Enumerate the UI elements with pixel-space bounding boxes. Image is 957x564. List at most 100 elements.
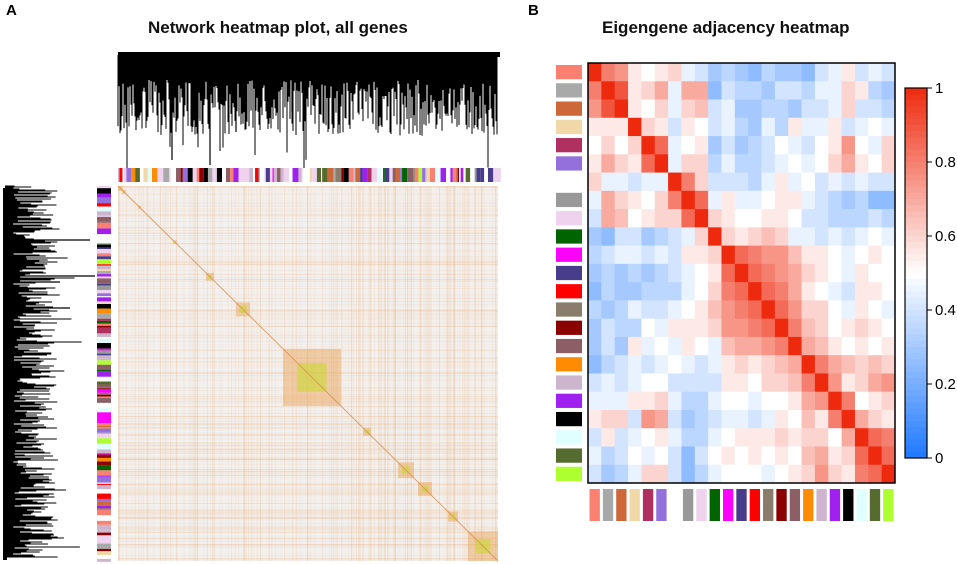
heatmap-streak (140, 186, 141, 561)
heatmap-streak (118, 525, 498, 527)
top-bar-segment (480, 168, 485, 182)
eigengene-cell-sienna3-lightcyan (854, 99, 869, 119)
eigengene-cell-darkslateblue-salmon (588, 263, 602, 283)
eigengene-cell-grey60-white (668, 190, 682, 210)
eigengene-cell-darkslateblue-magenta (721, 263, 736, 283)
heatmap-streak (118, 207, 498, 209)
eigengene-cell-red-darkgreen (708, 282, 722, 301)
heatmap-streak (363, 186, 365, 561)
heatmap-streak (405, 186, 406, 561)
heatmap-streak (475, 186, 476, 561)
heatmap-streak (234, 186, 236, 561)
heatmap-streak (411, 186, 412, 561)
eigengene-cell-red-darkslateblue (734, 282, 749, 301)
eigengene-cell-thistle2-darkgreen (708, 209, 722, 228)
heatmap-streak (118, 544, 498, 546)
heatmap-streak (118, 546, 498, 548)
eigengene-cell-darkolivegreen-thistle2 (694, 446, 709, 466)
eigengene-cell-salmon-darkslateblue (734, 63, 749, 82)
heatmap-streak (118, 264, 498, 265)
panel-a-title: Network heatmap plot, all genes (148, 18, 408, 37)
heatmap-streak (164, 186, 166, 561)
eigengene-cell-darkgrey-magenta (721, 81, 736, 100)
heatmap-streak (118, 555, 498, 557)
eigengene-cell-mediumpurple3-white (668, 154, 682, 173)
heatmap-streak (195, 186, 196, 561)
colorbar-step (905, 316, 927, 323)
panel-b-title: Eigengene adjacency heatmap (602, 18, 850, 37)
heatmap-streak (118, 186, 120, 561)
eigengene-cell-thistle3-purple (828, 373, 843, 393)
heatmap-streak (118, 396, 498, 397)
eigengene-cell-darkslateblue-darkred (774, 263, 789, 283)
heatmap-streak (118, 510, 498, 512)
heatmap-streak (424, 186, 426, 561)
eigengene-cell-white-magenta (721, 172, 736, 192)
heatmap-streak (449, 186, 450, 561)
eigengene-cell-plum4-darkslateblue (734, 336, 749, 356)
left-module-color-bar (97, 186, 111, 562)
top-bar-segment (143, 168, 148, 182)
heatmap-streak (480, 186, 482, 561)
heatmap-streak (238, 186, 239, 561)
eigengene-cell-mediumpurple3-darkorange (801, 154, 816, 173)
heatmap-streak (284, 186, 286, 561)
eigengene-cell-white-thistle3 (814, 172, 829, 192)
heatmap-streak (118, 216, 498, 217)
heatmap-streak (118, 260, 498, 261)
eigengene-cell-lightpink4-darkolivegreen (868, 300, 883, 320)
top-bar-segment (348, 168, 354, 182)
top-bar-segment (360, 168, 363, 182)
heatmap-streak (118, 433, 498, 434)
eigengene-cell-maroon-red (748, 136, 762, 155)
heatmap-streak (118, 264, 498, 265)
eigengene-cell-grey60-mediumpurple3 (654, 190, 669, 210)
colorbar-step (905, 106, 927, 114)
eigengene-cell-darkorange-white (668, 355, 682, 374)
heatmap-streak (118, 349, 498, 351)
heatmap-streak (272, 186, 273, 561)
eigengene-cell-purple-greenyellow (881, 391, 896, 411)
top-bar-segment (170, 168, 177, 182)
heatmap-streak (474, 186, 476, 561)
eigengene-cell-wheat-thistle2 (694, 117, 709, 137)
left-swatch-lightcyan (556, 430, 582, 445)
heatmap-streak (118, 417, 498, 418)
eigengene-cell-grey60-black (841, 190, 856, 210)
colorbar-step (905, 445, 927, 453)
left-bar-segment (97, 285, 111, 291)
colorbar-step (905, 451, 927, 459)
eigengene-cell-darkgrey-plum4 (788, 81, 802, 100)
eigengene-cell-darkgreen-darkslateblue (734, 227, 749, 247)
colorbar-step (905, 223, 927, 231)
heatmap-streak (351, 186, 352, 561)
top-bar-segment (413, 168, 415, 182)
heatmap-diagonal (117, 185, 499, 562)
heatmap-streak (345, 186, 346, 561)
eigengene-cell-darkorange-wheat (628, 355, 642, 374)
eigengene-cell-thistle2-white (668, 209, 682, 228)
eigengene-cell-darkred-maroon (641, 318, 656, 338)
top-bar-segment (199, 168, 204, 182)
eigengene-cell-sienna3-grey60 (681, 99, 696, 119)
eigengene-cell-lightpink4-black (841, 300, 856, 320)
heatmap-streak (171, 186, 173, 561)
left-bar-segment (97, 454, 111, 458)
heatmap-streak (369, 186, 371, 561)
top-bar-segment (151, 168, 158, 182)
left-bar-segment (97, 407, 111, 413)
bottom-swatch-maroon (642, 489, 654, 521)
heatmap-streak (118, 420, 498, 422)
heatmap-streak (353, 186, 355, 561)
heatmap-streak (196, 186, 198, 561)
eigengene-cell-red-thistle2 (694, 282, 709, 301)
eigengene-cell-black-plum4 (788, 409, 802, 429)
heatmap-streak (358, 186, 359, 561)
eigengene-cell-wheat-magenta (721, 117, 736, 137)
heatmap-streak (175, 186, 177, 561)
eigengene-cell-darkgrey-lightpink4 (761, 81, 776, 100)
heatmap-streak (221, 186, 223, 561)
left-module-swatches (556, 65, 582, 481)
heatmap-streak (148, 186, 150, 561)
eigengene-cell-purple-darkred (774, 391, 789, 411)
